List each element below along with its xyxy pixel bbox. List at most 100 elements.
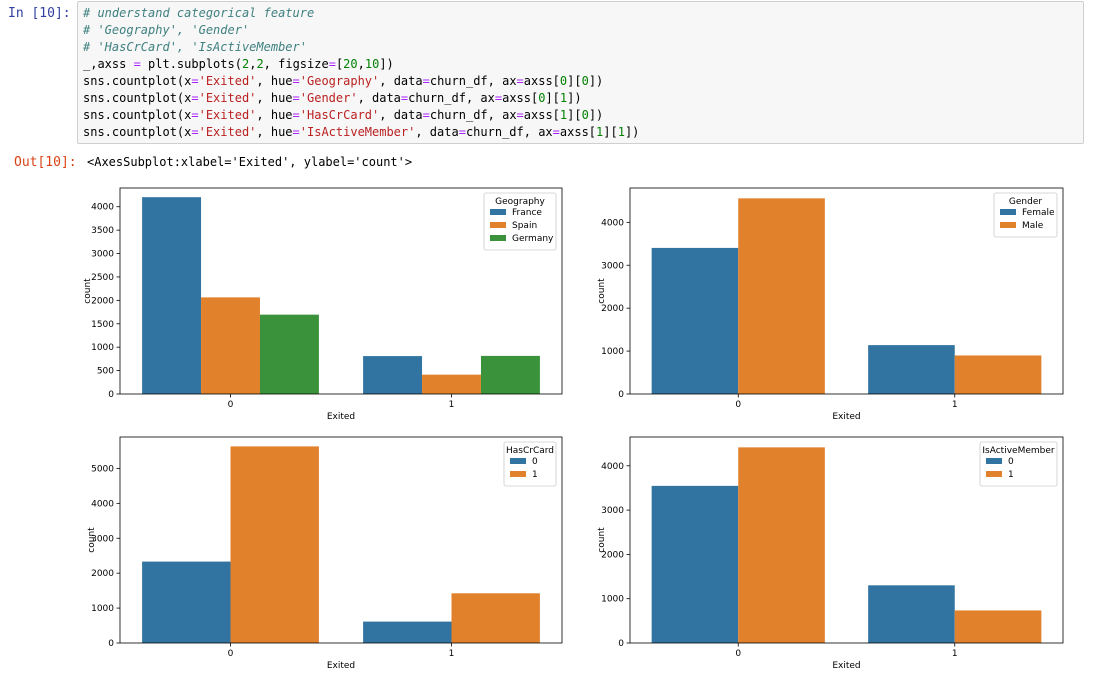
code-text[interactable]: # understand categorical feature # 'Geogr… [78,2,1083,141]
subplot-0: 0 500 1000 1500 2000 2500 3000 3500 4000 0 1 Exited… [83,187,563,422]
code-line: _,axss = plt.subplots(2,2, figsize=[20,1… [83,56,1083,73]
code-token: 0 [581,74,589,88]
code-token: 1 [617,125,625,139]
y-tick-label: 3500 [91,226,114,236]
code-editor[interactable]: # understand categorical feature # 'Geogr… [77,1,1084,144]
y-tick-label: 2500 [91,273,114,283]
code-line: sns.countplot(x='Exited', hue='Gender', … [83,90,1083,107]
legend-title: HasCrCard [506,446,554,456]
code-token: = [292,74,300,88]
y-tick-label: 3000 [601,506,624,516]
code-token: axss[ [559,125,597,139]
code-token: = [133,57,141,71]
bar-france-0 [142,197,202,394]
x-tick-label: 1 [952,400,958,410]
y-tick-label: 0 [108,390,114,400]
x-tick-label: 0 [228,649,234,659]
code-token: , figsize [263,57,329,71]
y-axis-label: count [597,527,607,553]
code-token: = [400,91,409,105]
code-token: plt.subplots( [140,57,242,71]
code-token: = [422,74,430,88]
code-token: axss[ [523,74,560,88]
bar-1-1 [954,610,1042,643]
code-token: # 'HasCrCard', 'IsActiveMember' [83,40,307,54]
code-token: ][ [567,74,582,88]
code-token: ][ [545,91,560,105]
input-prompt: In [10]: [8,6,71,21]
y-tick-label: 3000 [91,250,114,260]
code-token: = [292,91,300,105]
x-axis-label: Exited [832,661,860,671]
code-token: 10 [364,57,380,71]
y-tick-label: 500 [97,367,114,377]
y-tick-label: 2000 [91,569,114,579]
code-token: ][ [603,125,618,139]
y-tick-label: 4000 [91,499,114,509]
code-line: sns.countplot(x='Exited', hue='IsActiveM… [83,124,1083,141]
code-token: churn_df, ax [429,108,517,122]
legend-swatch [986,471,1002,477]
code-token: = [552,125,560,139]
legend-entry-label: Male [1022,221,1044,231]
code-token: = [191,108,199,122]
code-token: = [191,125,199,139]
code-token: 'Geography' [299,74,380,88]
code-token: , [249,57,257,71]
code-line: # 'HasCrCard', 'IsActiveMember' [83,39,1083,56]
legend-swatch [510,458,526,464]
code-token: = [328,57,336,71]
code-token: sns.countplot(x [83,125,192,139]
code-token: axss[ [502,91,539,105]
code-token: 0 [559,74,568,88]
code-token: , hue [256,108,293,122]
code-token: sns.countplot(x [83,91,192,105]
code-token: 'Exited' [198,74,257,88]
code-line: sns.countplot(x='Exited', hue='HasCrCard… [83,107,1083,124]
code-token: axss[ [523,108,560,122]
code-token: sns.countplot(x [83,74,192,88]
legend-swatch [490,235,506,241]
y-tick-label: 4000 [601,462,624,472]
code-token: ]) [379,57,394,71]
legend-title: Gender [1009,197,1042,207]
code-token: _,axss [83,57,134,71]
subplot-3: 0 1000 2000 3000 4000 0 1 Exited count IsActiveMe… [597,436,1064,671]
y-axis-label: count [597,278,607,304]
x-axis-label: Exited [327,412,355,422]
y-tick-label: 0 [108,639,114,649]
y-tick-label: 2000 [601,550,624,560]
code-token: 'Exited' [198,108,257,122]
y-axis-label: count [83,278,93,304]
y-tick-label: 3000 [91,534,114,544]
y-tick-label: 1000 [91,604,114,614]
bar-0-1 [363,621,452,643]
legend-entry-label: France [512,208,542,218]
code-token: 0 [581,108,589,122]
legend-title: Geography [495,197,545,207]
code-token: 1 [559,91,568,105]
axes-frame [629,187,1064,395]
code-token: , hue [256,74,293,88]
code-token: # 'Geography', 'Gender' [83,23,250,37]
code-token: 'Gender' [299,91,358,105]
bar-1-0 [738,447,825,643]
bar-female-0 [651,247,739,394]
y-tick-label: 0 [618,639,624,649]
code-token: = [191,91,199,105]
y-tick-label: 1000 [91,343,114,353]
x-tick-label: 1 [449,649,455,659]
y-tick-label: 2000 [91,296,114,306]
legend-entry-label: Spain [512,221,537,231]
code-token: 'Exited' [198,125,257,139]
legend-entry-label: Germany [512,234,554,244]
y-tick-label: 2000 [601,304,624,314]
code-token: , data [415,125,459,139]
code-token: 2 [241,57,250,71]
code-token: , [357,57,365,71]
x-tick-label: 0 [735,649,741,659]
code-token: , data [357,91,401,105]
code-token: 1 [596,125,604,139]
